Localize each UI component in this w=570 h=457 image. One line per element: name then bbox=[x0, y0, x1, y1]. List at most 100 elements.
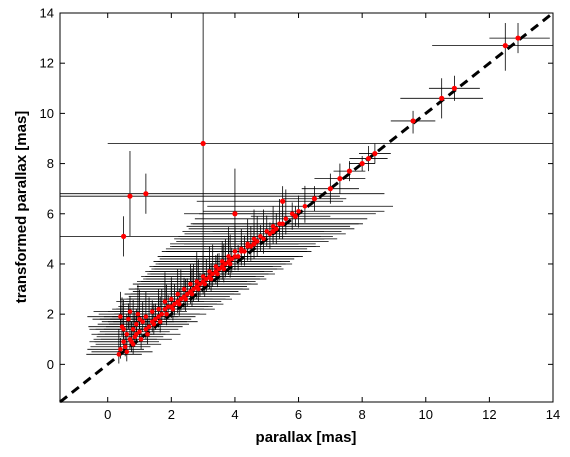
data-point bbox=[245, 244, 250, 249]
data-point bbox=[146, 324, 152, 330]
data-point bbox=[216, 266, 222, 272]
data-point bbox=[143, 191, 149, 197]
data-point bbox=[181, 286, 187, 292]
data-points bbox=[116, 35, 521, 357]
data-point bbox=[372, 150, 378, 157]
plot-frame bbox=[59, 12, 554, 403]
data-point bbox=[302, 203, 308, 209]
data-point bbox=[359, 160, 365, 167]
data-point bbox=[251, 236, 257, 242]
data-point bbox=[122, 344, 128, 350]
y-tick-label: 8 bbox=[47, 156, 54, 171]
data-point bbox=[118, 346, 123, 352]
data-point bbox=[207, 269, 212, 274]
x-tick-label: 4 bbox=[231, 407, 238, 422]
data-point bbox=[197, 281, 203, 287]
data-point bbox=[162, 299, 168, 304]
data-point bbox=[149, 309, 155, 314]
data-point bbox=[143, 314, 149, 319]
x-tick-label: 8 bbox=[359, 407, 366, 422]
data-point bbox=[219, 264, 225, 269]
data-point bbox=[145, 331, 150, 337]
data-point bbox=[283, 216, 289, 222]
data-point bbox=[135, 311, 141, 317]
data-point bbox=[277, 221, 282, 227]
data-point bbox=[181, 294, 187, 299]
data-point bbox=[165, 304, 171, 309]
data-point bbox=[200, 140, 206, 147]
data-point bbox=[226, 254, 231, 259]
data-point bbox=[157, 319, 163, 324]
data-point bbox=[232, 249, 238, 254]
data-point bbox=[337, 176, 343, 182]
data-point bbox=[172, 301, 177, 307]
data-point bbox=[116, 352, 122, 357]
data-point bbox=[280, 221, 285, 227]
y-axis-title: transformed parallax [mas] bbox=[13, 111, 30, 304]
data-point bbox=[264, 229, 270, 234]
data-point bbox=[175, 291, 180, 297]
x-tick-label: 2 bbox=[168, 407, 175, 422]
data-point bbox=[138, 336, 144, 342]
data-point bbox=[169, 304, 174, 309]
data-point bbox=[134, 321, 139, 327]
data-point bbox=[156, 314, 161, 319]
data-point bbox=[296, 208, 301, 214]
data-point bbox=[156, 306, 161, 312]
y-tick-label: 0 bbox=[47, 357, 54, 372]
data-point bbox=[270, 224, 276, 229]
data-point bbox=[169, 296, 174, 302]
data-point bbox=[229, 256, 235, 262]
data-point bbox=[451, 85, 457, 91]
y-tick-label: 10 bbox=[40, 106, 54, 121]
data-point bbox=[213, 264, 219, 269]
data-point bbox=[188, 281, 193, 287]
x-tick-label: 6 bbox=[295, 407, 302, 422]
data-point bbox=[258, 234, 263, 239]
y-tick-label: 14 bbox=[40, 6, 54, 21]
x-tick-label: 14 bbox=[546, 407, 560, 422]
data-point bbox=[515, 35, 521, 41]
x-tick-label: 10 bbox=[419, 407, 433, 422]
data-point bbox=[143, 326, 149, 332]
data-point bbox=[232, 254, 238, 259]
data-point bbox=[251, 241, 257, 247]
data-point bbox=[439, 95, 445, 101]
data-point bbox=[311, 196, 318, 202]
x-tick-label: 12 bbox=[482, 407, 496, 422]
data-point bbox=[207, 274, 212, 279]
data-point bbox=[126, 316, 131, 322]
data-point bbox=[235, 254, 241, 259]
data-point bbox=[226, 259, 231, 264]
data-point bbox=[164, 311, 169, 317]
x-axis-ticks: 0 2 4 6 8 10 12 14 bbox=[104, 13, 560, 422]
data-point bbox=[292, 213, 298, 219]
data-point bbox=[188, 289, 193, 294]
y-tick-label: 6 bbox=[47, 206, 54, 221]
data-point bbox=[121, 326, 126, 332]
x-tick-label: 0 bbox=[104, 407, 111, 422]
data-point bbox=[134, 331, 139, 337]
y-tick-label: 4 bbox=[47, 256, 54, 271]
data-point bbox=[153, 316, 158, 322]
data-point bbox=[280, 198, 286, 204]
data-point bbox=[238, 249, 244, 254]
data-point bbox=[210, 271, 215, 277]
data-point bbox=[200, 274, 206, 279]
data-point bbox=[124, 349, 130, 355]
data-point bbox=[118, 314, 123, 319]
data-point bbox=[159, 311, 165, 317]
data-point bbox=[270, 228, 276, 234]
data-point bbox=[223, 261, 228, 267]
x-axis-title: parallax [mas] bbox=[256, 429, 357, 446]
data-point bbox=[127, 193, 133, 199]
data-point bbox=[184, 291, 190, 297]
data-point bbox=[327, 186, 333, 192]
data-point bbox=[130, 341, 136, 347]
data-point bbox=[410, 118, 416, 124]
data-point bbox=[502, 43, 508, 49]
data-point bbox=[200, 279, 206, 284]
y-axis-ticks: 0 2 4 6 8 10 12 14 bbox=[40, 6, 553, 372]
